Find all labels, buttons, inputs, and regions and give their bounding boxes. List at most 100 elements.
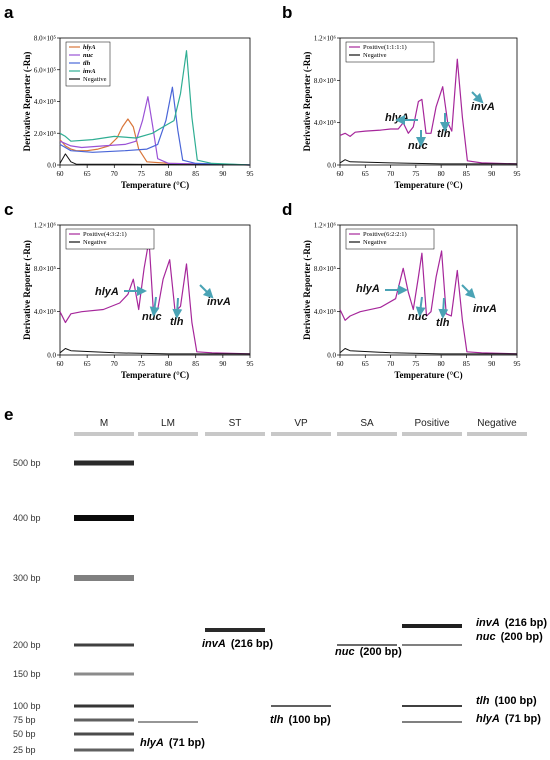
panel-label: a bbox=[4, 3, 14, 22]
annotation-label: tlh bbox=[436, 317, 450, 329]
band-size: (71 bp) bbox=[169, 737, 205, 749]
band-gene-name: invA bbox=[476, 617, 500, 629]
x-tick-label: 70 bbox=[111, 360, 119, 368]
x-tick-label: 80 bbox=[165, 170, 173, 178]
series-line-1 bbox=[339, 348, 517, 355]
x-tick-label: 95 bbox=[514, 360, 522, 368]
legend-entry: tlh bbox=[83, 60, 91, 67]
legend-entry: Negative bbox=[363, 239, 387, 246]
y-tick-label: 8.0×10⁵ bbox=[34, 265, 57, 273]
series-line-1 bbox=[339, 159, 517, 165]
gel-band bbox=[271, 705, 331, 707]
ladder-label: 25 bp bbox=[13, 745, 36, 755]
legend-entry: Positive(1:1:1:1) bbox=[363, 44, 407, 51]
x-tick-label: 90 bbox=[219, 170, 227, 178]
x-axis-title: Temperature (°C) bbox=[121, 370, 189, 380]
band-gene-name: nuc bbox=[476, 631, 496, 643]
x-tick-label: 90 bbox=[219, 360, 227, 368]
x-tick-label: 70 bbox=[111, 170, 119, 178]
annotation-label: hlyA bbox=[356, 283, 380, 295]
panel-label: b bbox=[282, 3, 292, 22]
ladder-label: 100 bp bbox=[13, 701, 41, 711]
ladder-label: 50 bp bbox=[13, 729, 36, 739]
gel-band bbox=[402, 705, 462, 707]
plot-frame bbox=[339, 37, 518, 166]
lane-label: M bbox=[100, 418, 108, 429]
band-size: (216 bp) bbox=[505, 617, 548, 629]
lane-well bbox=[271, 432, 331, 436]
x-tick-label: 90 bbox=[488, 170, 496, 178]
lane-well bbox=[402, 432, 462, 436]
y-tick-label: 2.0×10⁵ bbox=[34, 130, 57, 138]
y-tick-label: 4.0×10⁵ bbox=[34, 98, 57, 106]
y-tick-label: 4.0×10⁵ bbox=[314, 308, 337, 316]
lane-well bbox=[74, 432, 134, 436]
y-axis-title: Derivative Reporter (-Rn) bbox=[22, 240, 32, 340]
band-label: tlh (100 bp) bbox=[270, 714, 331, 726]
series-line-4 bbox=[59, 153, 251, 166]
panel-label: d bbox=[282, 200, 292, 219]
y-tick-label: 8.0×10⁵ bbox=[34, 35, 57, 43]
ladder-band bbox=[74, 515, 134, 521]
ladder-band bbox=[74, 718, 134, 722]
legend-entry: nuc bbox=[83, 52, 93, 59]
gel-band bbox=[402, 721, 462, 723]
x-tick-label: 70 bbox=[387, 170, 395, 178]
y-tick-label: 0.0 bbox=[327, 352, 336, 360]
gel-band bbox=[138, 721, 198, 723]
x-tick-label: 60 bbox=[57, 170, 65, 178]
panel-label: c bbox=[4, 200, 13, 219]
series-line-0 bbox=[339, 58, 518, 165]
gel-band bbox=[337, 644, 397, 646]
lane-label: Positive bbox=[414, 418, 449, 429]
legend-entry: Positive(4:3:2:1) bbox=[83, 231, 127, 238]
band-gene-name: tlh bbox=[270, 714, 284, 726]
annotation-label: invA bbox=[473, 303, 497, 315]
y-tick-label: 4.0×10⁵ bbox=[34, 308, 57, 316]
plot-frame bbox=[339, 224, 518, 356]
y-axis-title: Derivative Reporter (-Rn) bbox=[302, 52, 312, 152]
x-tick-label: 80 bbox=[438, 360, 446, 368]
x-tick-label: 75 bbox=[138, 360, 146, 368]
lane-label: SA bbox=[360, 418, 374, 429]
annotation-label: hlyA bbox=[385, 112, 409, 124]
band-gene-name: tlh bbox=[476, 695, 490, 707]
x-tick-label: 80 bbox=[438, 170, 446, 178]
y-tick-label: 8.0×10⁵ bbox=[314, 265, 337, 273]
x-tick-label: 75 bbox=[412, 360, 420, 368]
plot-frame bbox=[59, 224, 251, 356]
x-tick-label: 90 bbox=[488, 360, 496, 368]
gel-band bbox=[402, 624, 462, 628]
annotation-label: nuc bbox=[408, 311, 428, 323]
ladder-band bbox=[74, 643, 134, 647]
ladder-band bbox=[74, 732, 134, 736]
annotation-arrow bbox=[149, 296, 160, 317]
x-tick-label: 95 bbox=[247, 170, 255, 178]
x-axis-title: Temperature (°C) bbox=[394, 180, 462, 190]
x-tick-label: 95 bbox=[514, 170, 522, 178]
series-line-3 bbox=[59, 50, 251, 166]
annotation-arrow bbox=[172, 297, 183, 319]
panel-c: c 60 65 70 75 80 85 90 95 0.0 4.0×10⁵ 8.0×10⁵ 1.2×10… bbox=[4, 200, 254, 380]
ladder-label: 400 bp bbox=[13, 513, 41, 523]
series-line-2 bbox=[59, 86, 251, 166]
x-tick-label: 60 bbox=[337, 170, 345, 178]
panel-e: e M LM ST VP SA Positive Negative 500 bp 400 bp 30… bbox=[4, 405, 547, 755]
annotation-label: hlyA bbox=[95, 286, 119, 298]
y-tick-label: 0.0 bbox=[47, 352, 56, 360]
lane-well bbox=[467, 432, 527, 436]
band-gene-name: nuc bbox=[335, 646, 355, 658]
x-tick-label: 65 bbox=[84, 170, 92, 178]
band-gene-name: invA bbox=[202, 638, 226, 650]
series-line-0 bbox=[59, 118, 251, 166]
ladder-label: 150 bp bbox=[13, 669, 41, 679]
y-tick-label: 1.2×10⁶ bbox=[314, 222, 337, 230]
series-line-1 bbox=[59, 348, 250, 355]
annotation-arrow bbox=[438, 297, 449, 319]
y-tick-label: 0.0 bbox=[327, 162, 336, 170]
gel-band bbox=[205, 628, 265, 632]
annotation-label: invA bbox=[471, 101, 495, 113]
x-tick-label: 85 bbox=[463, 170, 471, 178]
band-label: nuc (200 bp) bbox=[476, 631, 543, 643]
